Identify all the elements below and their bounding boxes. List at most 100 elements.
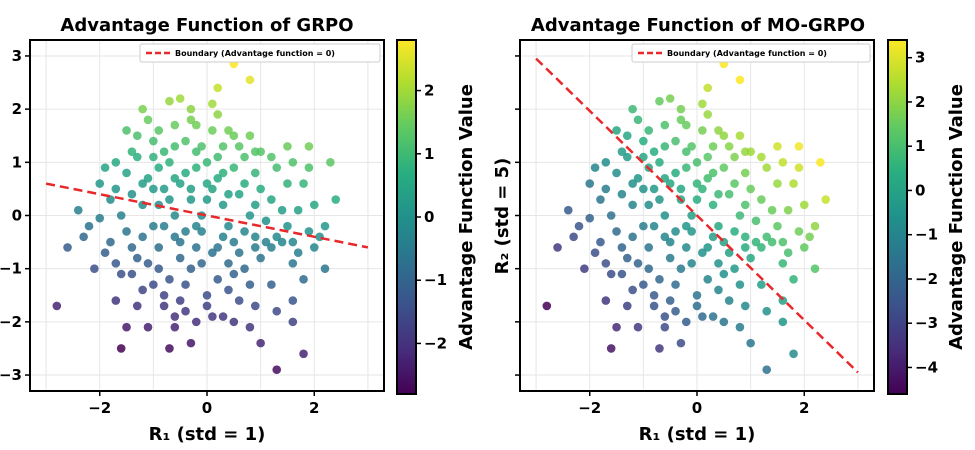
scatter-point [553, 243, 562, 252]
scatter-point [719, 269, 729, 279]
scatter-point [213, 110, 223, 119]
scatter-point [633, 173, 643, 183]
scatter-point [660, 142, 670, 151]
chart-title-grpo: Advantage Function of GRPO [60, 15, 353, 36]
scatter-point [692, 158, 702, 167]
scatter-point [229, 163, 239, 172]
scatter-point [612, 227, 621, 236]
scatter-point [111, 184, 121, 194]
scatter-point [628, 179, 637, 188]
scatter-point [240, 179, 249, 188]
scatter-point [676, 264, 686, 273]
scatter-point [665, 253, 675, 263]
scatter-point [191, 163, 201, 172]
scatter-point [127, 147, 137, 156]
scatter-point [628, 104, 637, 114]
scatter-point [154, 126, 164, 135]
scatter-point [149, 152, 158, 162]
legend-mo-grpo: Boundary (Advantage function = 0) [631, 43, 871, 63]
scatter-point [229, 131, 239, 141]
scatter-point [671, 280, 680, 289]
scatter-point [617, 189, 627, 199]
scatter-point [628, 285, 637, 295]
scatter-point [213, 152, 223, 162]
scatter-point [676, 184, 686, 194]
scatter-point [703, 152, 713, 162]
chart-title-mo-grpo: Advantage Function of MO-GRPO [531, 15, 865, 36]
scatter-point [719, 131, 729, 141]
scatter-point [79, 232, 88, 242]
scatter-point [606, 344, 616, 353]
legend-box-mo-grpo [631, 43, 871, 63]
scatter-point [234, 142, 244, 151]
scatter-point [676, 115, 686, 125]
scatter-point [735, 131, 745, 141]
scatter-point [224, 189, 233, 199]
scatter-point [277, 237, 287, 247]
scatter-point [250, 168, 260, 178]
scatter-point [240, 227, 249, 236]
y-tick-label: 1 [12, 153, 22, 171]
scatter-point [773, 179, 782, 188]
scatter-point [590, 248, 600, 258]
scatter-point [703, 173, 713, 183]
scatter-point [708, 232, 718, 242]
scatter-point [138, 232, 147, 242]
legend-grpo: Boundary (Advantage function = 0) [139, 43, 381, 63]
scatter-point [757, 243, 766, 252]
scatter-point [202, 195, 212, 204]
boundary-line-grpo [45, 182, 369, 249]
colorbar-tick-label: 1 [915, 137, 925, 155]
scatter-point [799, 200, 809, 210]
scatter-point [191, 147, 201, 156]
scatter-point [84, 221, 94, 231]
x-tick-label: −2 [88, 399, 111, 417]
scatter-point [660, 322, 670, 332]
scatter-point [218, 168, 228, 178]
scatter-point [106, 237, 115, 247]
scatter-point [250, 301, 260, 311]
scatter-point [730, 179, 739, 188]
scatter-point [606, 269, 616, 279]
scatter-point [612, 126, 621, 135]
scatter-point [692, 290, 702, 300]
scatter-point [191, 243, 201, 252]
scatter-point [660, 312, 670, 321]
scatter-point [762, 163, 772, 172]
scatter-point [757, 280, 766, 289]
scatter-point [234, 189, 244, 199]
scatter-point [633, 259, 643, 268]
scatter-point [601, 259, 611, 268]
colorbar-tick-label: 2 [915, 93, 925, 111]
scatter-point [272, 163, 282, 172]
x-tick-label: 2 [309, 399, 319, 417]
scatter-point [714, 259, 723, 268]
scatter-point [671, 227, 680, 236]
scatter-point [288, 296, 298, 305]
scatter-point [649, 290, 659, 300]
scatter-point [191, 317, 201, 327]
scatter-point [735, 211, 745, 220]
scatter-point [735, 322, 745, 332]
scatter-point [218, 312, 228, 321]
scatter-point [116, 211, 126, 220]
scatter-point [245, 211, 255, 220]
scatter-point [111, 259, 121, 268]
scatter-point [224, 285, 233, 295]
scatter-point [698, 248, 707, 258]
scatter-point [122, 227, 131, 236]
scatter-point [181, 136, 190, 146]
scatter-point [170, 173, 180, 183]
scatter-point [714, 126, 723, 135]
scatter-points-grpo [52, 59, 341, 375]
scatter-point [63, 243, 72, 252]
scatter-point [569, 232, 578, 242]
scatter-point [596, 195, 605, 204]
y-tick-label: −2 [0, 313, 22, 331]
boundary-line-mo-grpo [535, 57, 859, 374]
scatter-point [660, 232, 670, 242]
scatter-point [751, 216, 761, 226]
colorbar-label-mo-grpo: Advantage Function Value [946, 84, 967, 350]
scatter-point [799, 243, 809, 252]
colorbar-ticks-mo-grpo: −4 −3 −2 −1 0 1 2 3 [907, 49, 938, 376]
